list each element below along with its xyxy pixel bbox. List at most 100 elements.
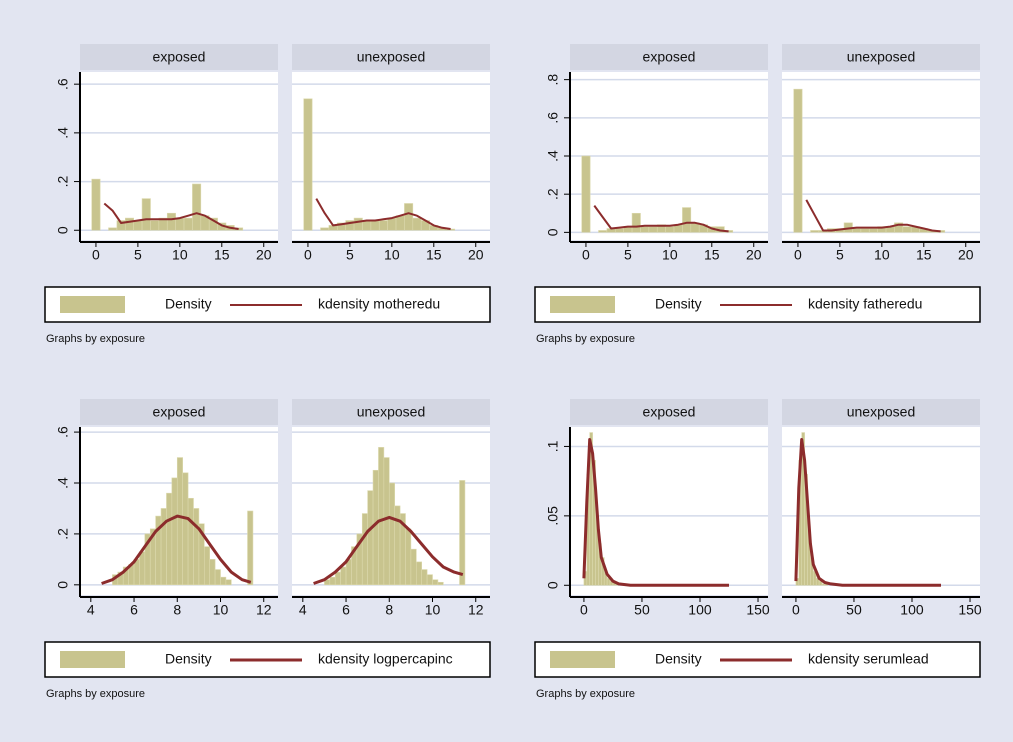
note: Graphs by exposure bbox=[46, 688, 145, 700]
panel-header bbox=[570, 44, 768, 70]
legend-label: kdensity logpercapinc bbox=[318, 651, 453, 667]
x-tick-label: 0 bbox=[92, 247, 100, 263]
bar bbox=[108, 227, 118, 231]
bar bbox=[225, 579, 232, 586]
x-tick-label: 5 bbox=[836, 247, 844, 263]
bar bbox=[91, 178, 101, 231]
x-tick-label: 5 bbox=[134, 247, 142, 263]
bar bbox=[193, 508, 200, 586]
bar bbox=[187, 497, 194, 586]
bar bbox=[139, 551, 146, 586]
legend-label: Density bbox=[655, 296, 702, 312]
y-tick-label: 0 bbox=[545, 581, 561, 589]
bar bbox=[160, 508, 167, 586]
density-line bbox=[794, 438, 941, 587]
bar bbox=[615, 228, 624, 233]
bar bbox=[182, 472, 189, 586]
bar bbox=[412, 217, 422, 231]
x-tick-label: 0 bbox=[582, 247, 590, 263]
panel-header bbox=[80, 44, 278, 70]
bar bbox=[166, 492, 173, 586]
bar bbox=[209, 559, 216, 586]
y-tick-label: .2 bbox=[545, 188, 561, 200]
bar bbox=[320, 227, 330, 231]
x-tick-label: 4 bbox=[299, 602, 307, 618]
bar bbox=[394, 505, 401, 586]
bar bbox=[247, 510, 254, 586]
bar bbox=[361, 513, 368, 586]
density-line bbox=[101, 514, 252, 585]
bar bbox=[220, 576, 227, 586]
panel-header bbox=[292, 399, 490, 425]
bar bbox=[183, 217, 193, 231]
bar bbox=[459, 480, 466, 586]
bar bbox=[388, 482, 395, 586]
y-tick-label: .05 bbox=[545, 506, 561, 526]
legend-label: kdensity fatheredu bbox=[808, 296, 922, 312]
plot-area bbox=[80, 72, 278, 240]
note: Graphs by exposure bbox=[536, 688, 635, 700]
panel-header bbox=[782, 44, 980, 70]
x-tick-label: 8 bbox=[173, 602, 181, 618]
panel-title: unexposed bbox=[357, 49, 426, 65]
bar bbox=[150, 220, 160, 231]
y-tick-label: 0 bbox=[55, 226, 71, 234]
x-tick-label: 10 bbox=[874, 247, 890, 263]
x-tick-label: 0 bbox=[792, 602, 800, 618]
x-tick-label: 15 bbox=[916, 247, 932, 263]
plot-area bbox=[292, 72, 490, 240]
bar bbox=[353, 217, 363, 231]
bar bbox=[432, 579, 439, 586]
legend-label: kdensity motheredu bbox=[318, 296, 440, 312]
y-tick-label: .4 bbox=[545, 150, 561, 162]
panel-header bbox=[292, 44, 490, 70]
x-tick-label: 10 bbox=[172, 247, 188, 263]
x-tick-label: 20 bbox=[746, 247, 762, 263]
y-tick-label: .8 bbox=[545, 74, 561, 86]
bar bbox=[410, 548, 417, 586]
bar bbox=[581, 155, 591, 233]
x-tick-label: 12 bbox=[468, 602, 484, 618]
bar bbox=[133, 220, 143, 231]
bar bbox=[404, 203, 414, 231]
bar bbox=[141, 198, 151, 231]
x-tick-label: 50 bbox=[846, 602, 862, 618]
bar bbox=[370, 220, 380, 231]
y-tick-label: 0 bbox=[545, 228, 561, 236]
panel-header bbox=[782, 399, 980, 425]
bar bbox=[214, 569, 221, 586]
bar bbox=[415, 561, 422, 586]
legend-swatch bbox=[550, 296, 615, 313]
x-tick-label: 0 bbox=[794, 247, 802, 263]
bar bbox=[648, 226, 658, 233]
legend-label: kdensity serumlead bbox=[808, 651, 929, 667]
bar bbox=[334, 571, 341, 586]
x-tick-label: 100 bbox=[688, 602, 712, 618]
bar bbox=[133, 559, 140, 586]
density-line bbox=[313, 515, 464, 585]
x-tick-label: 20 bbox=[958, 247, 974, 263]
panel-title: unexposed bbox=[847, 404, 916, 420]
x-tick-label: 0 bbox=[304, 247, 312, 263]
panel-title: exposed bbox=[643, 49, 696, 65]
bar bbox=[860, 228, 870, 233]
panel-header bbox=[80, 399, 278, 425]
bar bbox=[171, 477, 178, 586]
bar bbox=[793, 88, 803, 233]
bar bbox=[868, 228, 878, 233]
y-tick-label: .6 bbox=[55, 78, 71, 90]
y-tick-label: 0 bbox=[55, 581, 71, 589]
x-tick-label: 12 bbox=[256, 602, 272, 618]
x-tick-label: 5 bbox=[346, 247, 354, 263]
bar bbox=[598, 230, 608, 233]
x-tick-label: 150 bbox=[746, 602, 770, 618]
x-tick-label: 10 bbox=[425, 602, 441, 618]
density-line bbox=[103, 202, 239, 230]
bar bbox=[125, 217, 134, 231]
bar bbox=[345, 559, 352, 586]
density-line bbox=[315, 198, 451, 230]
note: Graphs by exposure bbox=[536, 333, 635, 345]
bar bbox=[665, 226, 675, 233]
bar bbox=[821, 583, 826, 586]
y-tick-label: .4 bbox=[55, 477, 71, 489]
